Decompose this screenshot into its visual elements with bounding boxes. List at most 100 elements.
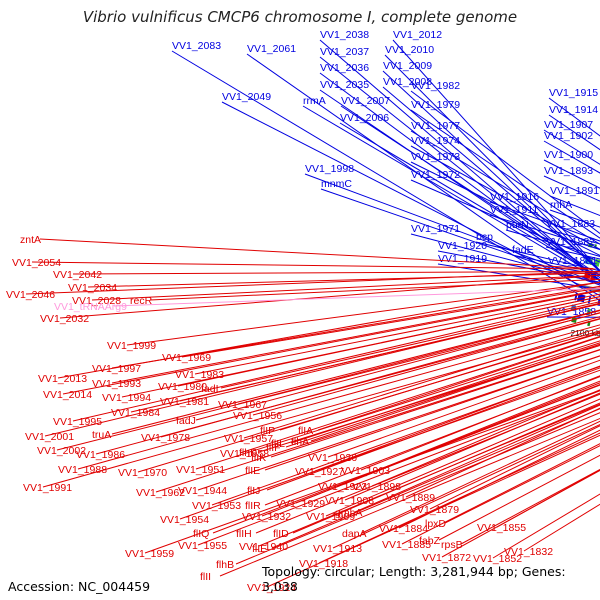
reverse-gene-label: VV1_2046 <box>6 289 55 301</box>
gene-callout-line <box>318 432 600 564</box>
gene-callout-line <box>39 238 594 270</box>
forward-gene-label: VV1_1893 <box>544 165 593 177</box>
gene-callout-line <box>72 298 600 422</box>
reverse-gene-label: VV1_1885 <box>382 539 431 551</box>
gene-callout-line <box>489 201 600 242</box>
reverse-gene-label: VV1_1889 <box>386 492 435 504</box>
forward-gene-label: VV1_2038 <box>320 29 369 41</box>
gene-callout-line <box>130 303 600 413</box>
gene-callout-line <box>317 336 600 431</box>
reverse-gene-label: flIK <box>251 452 266 464</box>
reverse-gene-label: flII <box>200 571 211 583</box>
reverse-gene-label: VV1_1980 <box>158 381 207 393</box>
forward-gene-label: bcp <box>476 231 493 243</box>
reverse-gene-label: VV1_1995 <box>53 416 102 428</box>
forward-gene-label: VV1_1973 <box>411 151 460 163</box>
gene-callout-line <box>475 241 600 272</box>
gene-callout-line <box>325 398 600 517</box>
gene-callout-line <box>505 229 600 257</box>
reverse-gene-label: flIR <box>245 500 261 512</box>
gene-callout-line <box>113 288 600 307</box>
forward-gene-label: VV1_2049 <box>222 91 271 103</box>
gene-callout-line <box>264 376 600 506</box>
forward-gene-label: VV1_1919 <box>438 253 487 265</box>
gene-callout-line <box>304 173 600 285</box>
reverse-gene-label: VV1_1927 <box>295 466 344 478</box>
gene-callout-line <box>237 310 600 405</box>
gene-callout-line <box>197 355 600 491</box>
reverse-gene-label: VV1_1962 <box>136 487 185 499</box>
reverse-gene-label: flhB <box>216 559 234 571</box>
gene-callout-line <box>410 179 600 263</box>
forward-gene-label: VV1_2008 <box>383 76 432 88</box>
gene-callout-line <box>320 188 600 286</box>
forward-gene-label: VV1_1883 <box>546 218 595 230</box>
gene-callout-line <box>155 348 600 493</box>
reverse-gene-label: flIE <box>245 465 260 477</box>
reverse-gene-label: VV1_2032 <box>40 313 89 325</box>
gene-callout-line <box>194 293 600 375</box>
forward-gene-label: rrmA <box>303 95 326 107</box>
gene-callout-line <box>543 159 600 189</box>
forward-gene-label: VV1_1882 <box>546 236 595 248</box>
reverse-gene-label: VV1_1924 <box>247 582 296 594</box>
reverse-gene-label: VV1_1944 <box>178 485 227 497</box>
gene-callout-line <box>270 349 600 458</box>
forward-gene-label: VV1_1971 <box>411 223 460 235</box>
reverse-gene-label: flID <box>273 528 289 540</box>
forward-gene-label: VV1_2012 <box>393 29 442 41</box>
reverse-gene-label: VV1_1984 <box>111 407 160 419</box>
gene-callout-line <box>111 285 600 369</box>
gene-callout-line <box>410 161 600 256</box>
forward-gene-label: VV1_2083 <box>172 40 221 52</box>
reverse-gene-label: VV1_1967 <box>218 399 267 411</box>
reverse-gene-label: VV1_1978 <box>141 432 190 444</box>
feature-block <box>587 296 592 304</box>
reverse-gene-label: VV1_1913 <box>313 543 362 555</box>
gene-callout-line <box>211 365 600 506</box>
gene-callout-line <box>401 443 600 545</box>
reverse-gene-label: fadJ <box>176 415 196 427</box>
forward-gene-label: purN <box>506 219 529 231</box>
reverse-gene-label: VV1_1852 <box>473 553 522 565</box>
reverse-gene-label: VV1_1940 <box>239 541 288 553</box>
reverse-gene-label: VV1_2001 <box>25 431 74 443</box>
gene-callout-line <box>332 423 600 549</box>
gene-callout-line <box>149 278 600 301</box>
gene-callout-line <box>543 140 600 174</box>
reverse-gene-label: VV1_1969 <box>162 352 211 364</box>
gene-callout-line <box>438 454 600 541</box>
gene-callout-line <box>252 318 600 416</box>
forward-gene-label: VV1_1911 <box>490 204 538 216</box>
gene-callout-line <box>523 503 600 552</box>
feature-block <box>594 258 600 267</box>
gene-callout-line <box>266 367 600 491</box>
reverse-gene-label: VV1_2054 <box>12 257 61 269</box>
gene-callout-line <box>95 318 600 455</box>
forward-gene-label: rnhA <box>550 199 572 211</box>
gene-callout-line <box>460 468 600 545</box>
reverse-gene-label: VV1_1956 <box>233 410 282 422</box>
forward-gene-label: VV1_1998 <box>305 163 354 175</box>
reverse-gene-label: VV1_2013 <box>38 373 87 385</box>
reverse-gene-label: VV1_1955 <box>178 540 227 552</box>
gene-callout-line <box>111 289 600 384</box>
gene-callout-line <box>354 404 600 513</box>
gene-callout-line <box>492 493 600 559</box>
reverse-gene-label: VV1_1994 <box>102 392 151 404</box>
reverse-gene-label: flhF <box>239 447 257 459</box>
forward-gene-label: VV1_2035 <box>320 79 369 91</box>
reverse-gene-label: VV1_1832 <box>504 546 553 558</box>
gene-callout-line <box>543 129 600 165</box>
forward-gene-label: VV1_1979 <box>411 99 460 111</box>
gene-callout-line <box>126 281 600 346</box>
reverse-gene-label: flIA <box>298 425 313 437</box>
gene-callout-line <box>31 261 596 270</box>
gene-callout-line <box>197 390 600 546</box>
forward-gene-label: VV1_1900 <box>544 149 593 161</box>
forward-gene-label: VV1_1881 <box>548 255 597 267</box>
reverse-gene-label: flIH <box>236 528 252 540</box>
gene-callout-line <box>235 412 600 565</box>
forward-gene-label: VV1_1920 <box>438 240 487 252</box>
